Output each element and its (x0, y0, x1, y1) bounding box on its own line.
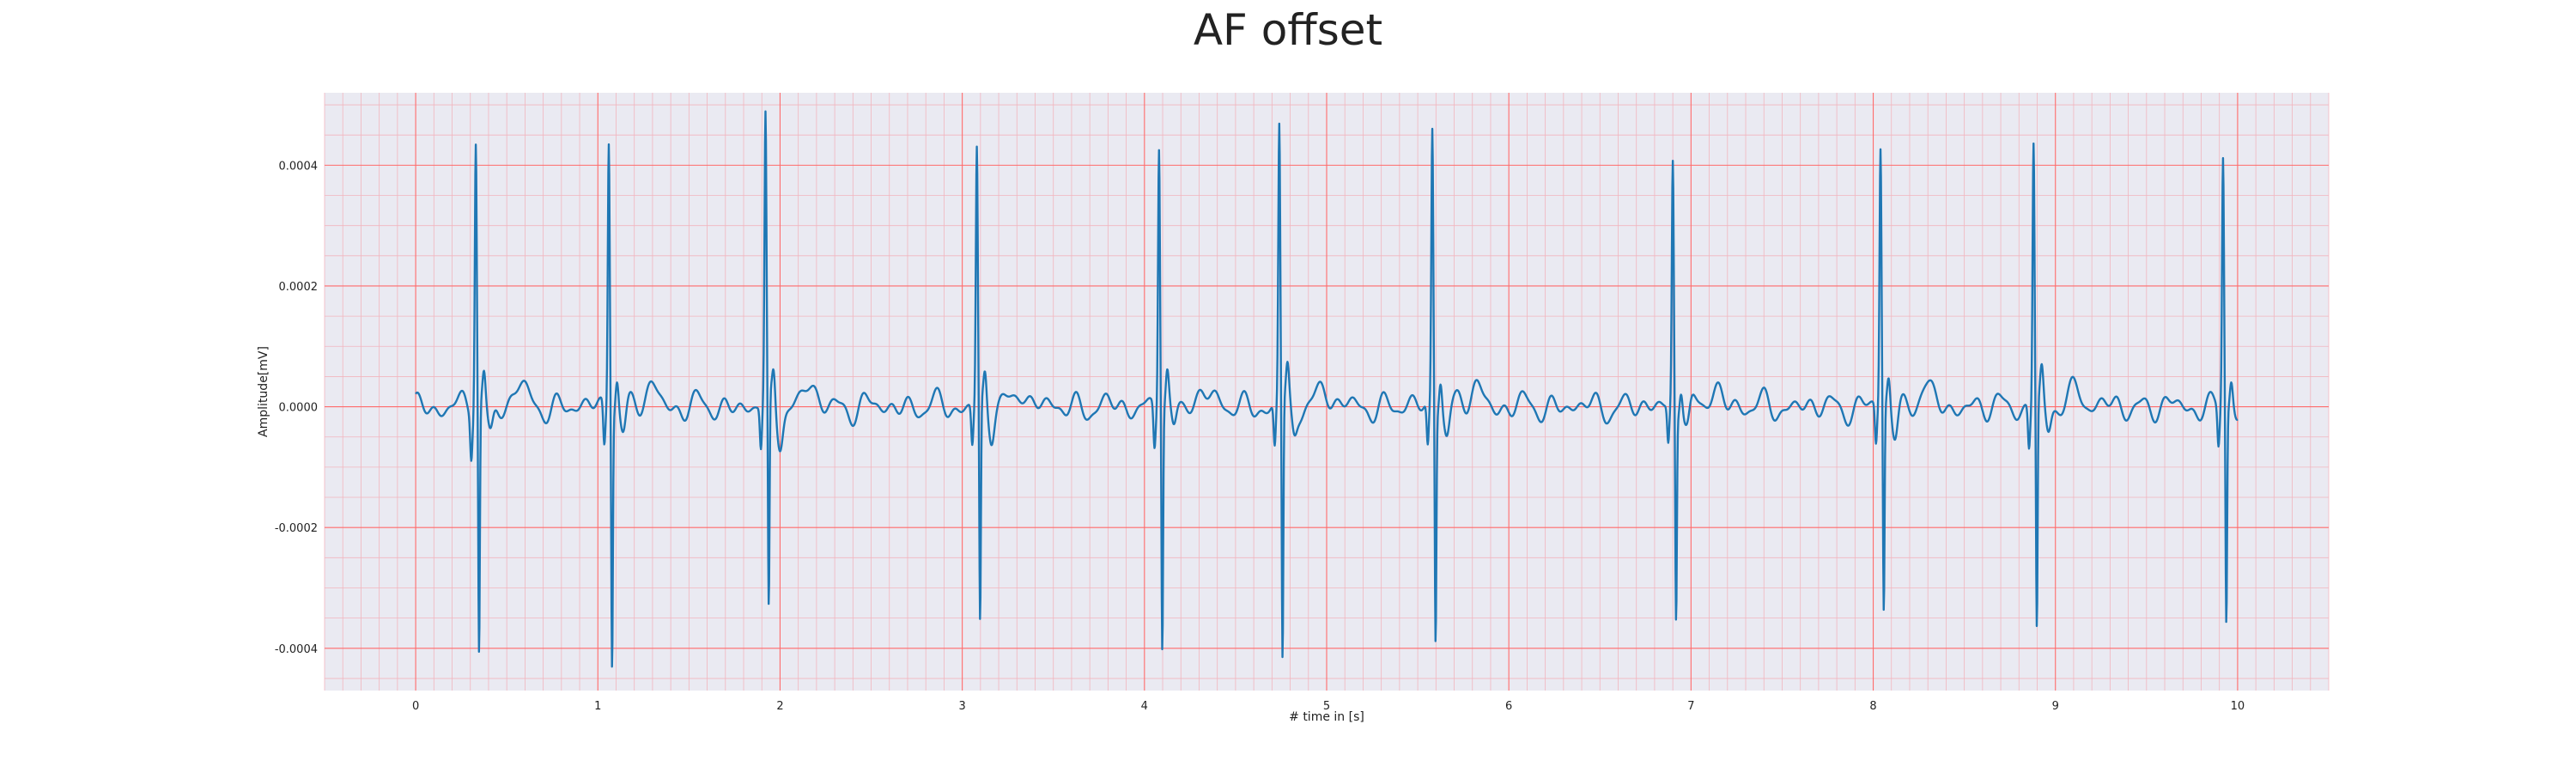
x-tick-label: 2 (776, 700, 783, 713)
x-tick-label: 5 (1323, 700, 1330, 713)
y-tick-label: 0.0000 (279, 402, 319, 415)
x-tick-label: 0 (412, 700, 419, 713)
x-tick-label: 6 (1505, 700, 1512, 713)
y-tick-label: 0.0004 (279, 160, 319, 173)
major-grid (325, 93, 2329, 691)
y-axis-label: Amplitude[mV] (257, 346, 270, 437)
y-tick-label: 0.0002 (279, 281, 319, 294)
x-axis-label: # time in [s] (1289, 710, 1364, 724)
chart-title: AF offset (1194, 5, 1382, 55)
x-axis-ticks: 0 1 2 3 4 5 6 7 8 9 10 (412, 700, 2245, 713)
y-axis-ticks: -0.0004 -0.0002 0.0000 0.0002 0.0004 (275, 160, 318, 655)
y-tick-label: -0.0002 (275, 522, 318, 535)
x-tick-label: 3 (958, 700, 965, 713)
ecg-signal-line (415, 110, 2239, 668)
x-tick-label: 7 (1687, 700, 1694, 713)
x-tick-label: 9 (2052, 700, 2059, 713)
y-tick-label: -0.0004 (275, 643, 318, 656)
x-tick-label: 8 (1869, 700, 1876, 713)
x-tick-label: 10 (2231, 700, 2245, 713)
x-tick-label: 4 (1141, 700, 1148, 713)
x-tick-label: 1 (594, 700, 601, 713)
